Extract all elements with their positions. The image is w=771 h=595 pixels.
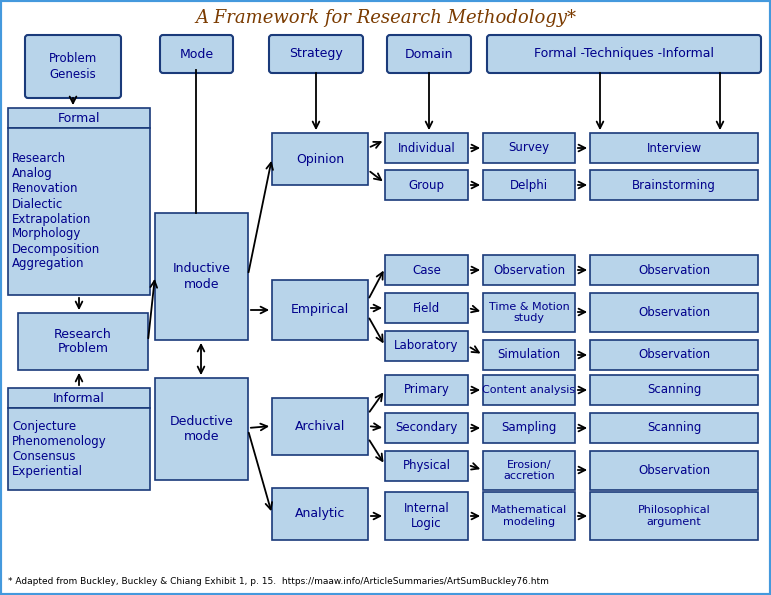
FancyBboxPatch shape	[590, 340, 758, 370]
Text: Formal -Techniques -Informal: Formal -Techniques -Informal	[534, 48, 714, 61]
FancyBboxPatch shape	[590, 255, 758, 285]
Text: Opinion: Opinion	[296, 152, 344, 165]
FancyBboxPatch shape	[8, 388, 150, 408]
Text: Observation: Observation	[638, 349, 710, 362]
Text: Sampling: Sampling	[501, 421, 557, 434]
FancyBboxPatch shape	[385, 413, 468, 443]
FancyBboxPatch shape	[483, 293, 575, 332]
Text: Problem
Genesis: Problem Genesis	[49, 52, 97, 80]
Text: Research
Analog
Renovation
Dialectic
Extrapolation
Morphology
Decomposition
Aggr: Research Analog Renovation Dialectic Ext…	[12, 152, 100, 271]
FancyBboxPatch shape	[590, 451, 758, 490]
FancyBboxPatch shape	[483, 492, 575, 540]
Text: Observation: Observation	[638, 306, 710, 319]
FancyBboxPatch shape	[385, 375, 468, 405]
FancyBboxPatch shape	[8, 108, 150, 128]
Text: Case: Case	[412, 264, 441, 277]
Text: Archival: Archival	[295, 420, 345, 433]
Text: Secondary: Secondary	[396, 421, 458, 434]
FancyBboxPatch shape	[385, 293, 468, 323]
Text: Informal: Informal	[53, 392, 105, 405]
Text: Strategy: Strategy	[289, 48, 343, 61]
Text: Laboratory: Laboratory	[394, 340, 459, 352]
Text: Brainstorming: Brainstorming	[632, 178, 716, 192]
FancyBboxPatch shape	[155, 213, 248, 340]
Text: Individual: Individual	[398, 142, 456, 155]
Text: Interview: Interview	[646, 142, 702, 155]
FancyBboxPatch shape	[8, 128, 150, 295]
FancyBboxPatch shape	[272, 133, 368, 185]
FancyBboxPatch shape	[25, 35, 121, 98]
Text: Group: Group	[409, 178, 445, 192]
FancyBboxPatch shape	[385, 451, 468, 481]
Text: Scanning: Scanning	[647, 421, 701, 434]
Text: Internal
Logic: Internal Logic	[404, 502, 449, 530]
FancyBboxPatch shape	[387, 35, 471, 73]
FancyBboxPatch shape	[590, 375, 758, 405]
FancyBboxPatch shape	[385, 133, 468, 163]
Text: Observation: Observation	[638, 464, 710, 477]
FancyBboxPatch shape	[272, 280, 368, 340]
FancyBboxPatch shape	[272, 398, 368, 455]
FancyBboxPatch shape	[483, 133, 575, 163]
FancyBboxPatch shape	[590, 293, 758, 332]
Text: Empirical: Empirical	[291, 303, 349, 317]
FancyBboxPatch shape	[18, 313, 148, 370]
FancyBboxPatch shape	[155, 378, 248, 480]
FancyBboxPatch shape	[487, 35, 761, 73]
Text: Inductive
mode: Inductive mode	[173, 262, 231, 290]
Text: Physical: Physical	[402, 459, 450, 472]
Text: * Adapted from Buckley, Buckley & Chiang Exhibit 1, p. 15.  https://maaw.info/Ar: * Adapted from Buckley, Buckley & Chiang…	[8, 578, 549, 587]
FancyBboxPatch shape	[385, 255, 468, 285]
FancyBboxPatch shape	[483, 340, 575, 370]
FancyBboxPatch shape	[272, 488, 368, 540]
Text: Mathematical
modeling: Mathematical modeling	[491, 505, 567, 527]
Text: Mode: Mode	[180, 48, 214, 61]
FancyBboxPatch shape	[483, 170, 575, 200]
Text: Philosophical
argument: Philosophical argument	[638, 505, 710, 527]
Text: Field: Field	[413, 302, 440, 315]
Text: Scanning: Scanning	[647, 384, 701, 396]
Text: Analytic: Analytic	[295, 508, 345, 521]
FancyBboxPatch shape	[483, 255, 575, 285]
Text: Conjecture
Phenomenology
Consensus
Experiential: Conjecture Phenomenology Consensus Exper…	[12, 420, 106, 478]
FancyBboxPatch shape	[590, 413, 758, 443]
Text: Research
Problem: Research Problem	[54, 327, 112, 355]
Text: Domain: Domain	[405, 48, 453, 61]
Text: Formal: Formal	[58, 111, 100, 124]
FancyBboxPatch shape	[8, 408, 150, 490]
Text: Observation: Observation	[493, 264, 565, 277]
FancyBboxPatch shape	[385, 331, 468, 361]
FancyBboxPatch shape	[385, 492, 468, 540]
Text: A Framework for Research Methodology*: A Framework for Research Methodology*	[195, 9, 576, 27]
Text: Observation: Observation	[638, 264, 710, 277]
Text: Simulation: Simulation	[497, 349, 561, 362]
Text: Primary: Primary	[403, 384, 449, 396]
FancyBboxPatch shape	[590, 492, 758, 540]
FancyBboxPatch shape	[590, 170, 758, 200]
FancyBboxPatch shape	[483, 451, 575, 490]
Text: Survey: Survey	[508, 142, 550, 155]
FancyBboxPatch shape	[483, 375, 575, 405]
Text: Delphi: Delphi	[510, 178, 548, 192]
Text: Time & Motion
study: Time & Motion study	[489, 302, 569, 323]
FancyBboxPatch shape	[269, 35, 363, 73]
FancyBboxPatch shape	[385, 170, 468, 200]
FancyBboxPatch shape	[483, 413, 575, 443]
Text: Content analysis: Content analysis	[483, 385, 576, 395]
FancyBboxPatch shape	[160, 35, 233, 73]
FancyBboxPatch shape	[590, 133, 758, 163]
Text: Deductive
mode: Deductive mode	[170, 415, 234, 443]
Text: Erosion/
accretion: Erosion/ accretion	[503, 460, 555, 481]
